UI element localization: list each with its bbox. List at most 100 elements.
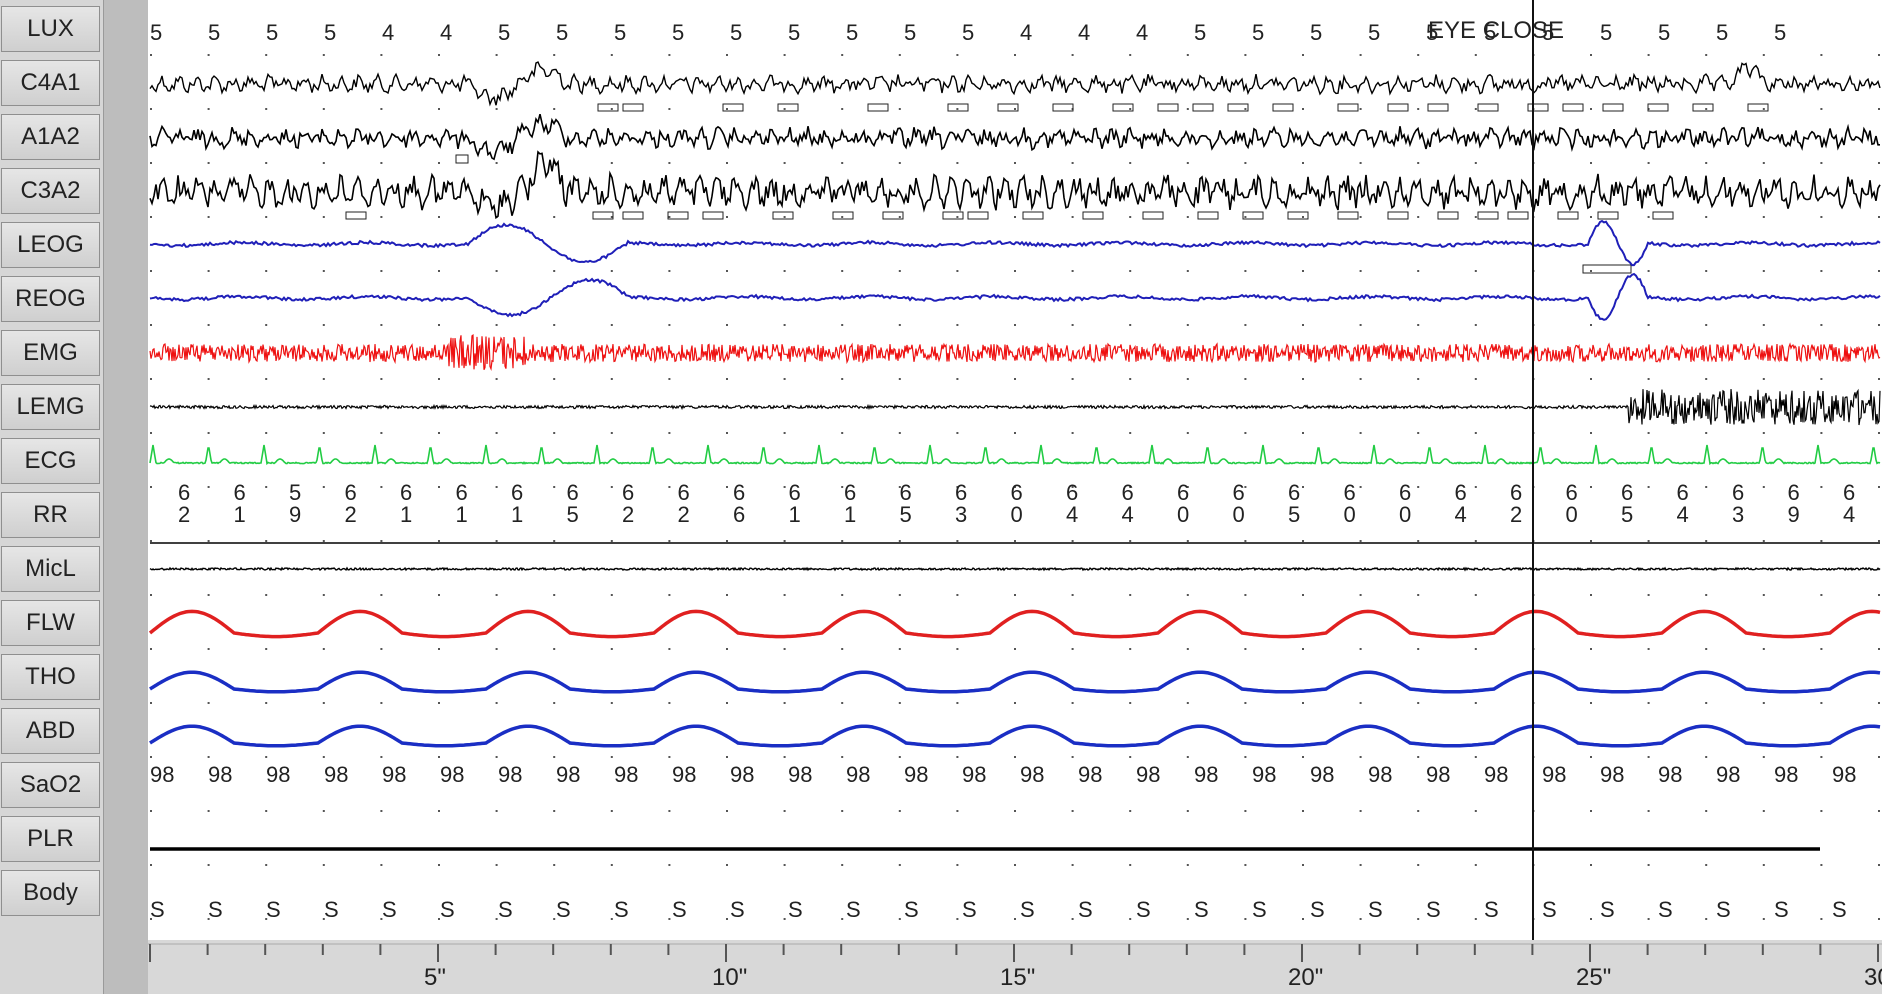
rr-value-units: 5: [1288, 502, 1300, 527]
rr-value-tens: 6: [1843, 480, 1855, 505]
sidebar-divider: [103, 0, 148, 994]
abd-trace: [149, 724, 1881, 748]
body_values-item: S: [730, 897, 745, 922]
sao2_values-item: 98: [556, 762, 580, 787]
body_values-item: S: [846, 897, 861, 922]
time-axis-label: 5": [424, 964, 446, 991]
rr-value-units: 5: [1621, 502, 1633, 527]
channel-button-body[interactable]: Body: [1, 870, 100, 916]
sao2_values-item: 98: [1426, 762, 1450, 787]
body_values-item: S: [1832, 897, 1847, 922]
rr-value-tens: 6: [345, 480, 357, 505]
channel-button-leog[interactable]: LEOG: [1, 222, 100, 268]
polysomnography-traces: 5 5 5 5 4 4 5 5 5 5 5 5 5 5 5 4 4 4 5 5 5 5 5 5 5 5 5 5 5 98 98 98 98 98 9…: [148, 0, 1882, 994]
rr-value-tens: 6: [1399, 480, 1411, 505]
rr-value-units: 0: [1233, 502, 1245, 527]
lux_values-item: 5: [1658, 20, 1670, 45]
rr-value-units: 1: [456, 502, 468, 527]
lux_values-item: 5: [1542, 20, 1554, 45]
time-axis-label: 20": [1288, 964, 1323, 991]
rr-value-tens: 6: [844, 480, 856, 505]
rr-value-tens: 6: [1288, 480, 1300, 505]
lux_values-item: 5: [1368, 20, 1380, 45]
lux_values-item: 5: [614, 20, 626, 45]
rr-value-tens: 6: [1732, 480, 1744, 505]
channel-button-sao2[interactable]: SaO2: [1, 762, 100, 808]
rr-value-tens: 6: [733, 480, 745, 505]
lux_values-item: 5: [1426, 20, 1438, 45]
signal-plot-area[interactable]: 5 5 5 5 4 4 5 5 5 5 5 5 5 5 5 4 4 4 5 5 5 5 5 5 5 5 5 5 5 98 98 98 98 98 9…: [148, 0, 1882, 994]
rr-value-units: 0: [1011, 502, 1023, 527]
lux_values-item: 4: [1136, 20, 1148, 45]
time-axis-label: 10": [712, 964, 747, 991]
sao2_values-item: 98: [150, 762, 174, 787]
sao2_values-item: 98: [904, 762, 928, 787]
rr-value-units: 4: [1122, 502, 1134, 527]
body_values-item: S: [1542, 897, 1557, 922]
sao2_values-item: 98: [382, 762, 406, 787]
rr-value-tens: 6: [511, 480, 523, 505]
rr-value-units: 2: [678, 502, 690, 527]
rr-value-units: 2: [1510, 502, 1522, 527]
channel-button-c3a2[interactable]: C3A2: [1, 168, 100, 214]
sao2_values-item: 98: [1310, 762, 1334, 787]
channel-button-micl[interactable]: MicL: [1, 546, 100, 592]
sao2_values-item: 98: [1136, 762, 1160, 787]
channel-button-lemg[interactable]: LEMG: [1, 384, 100, 430]
rr-value-units: 3: [955, 502, 967, 527]
rr-value-tens: 6: [234, 480, 246, 505]
body_values-item: S: [788, 897, 803, 922]
rr-value-tens: 6: [678, 480, 690, 505]
rr-value-tens: 6: [1122, 480, 1134, 505]
sao2_values-item: 98: [788, 762, 812, 787]
rr-value-tens: 6: [1455, 480, 1467, 505]
ecg-trace: [149, 444, 1881, 466]
channel-button-lux[interactable]: LUX: [1, 6, 100, 52]
rr-value-units: 4: [1677, 502, 1689, 527]
rr-value-tens: 6: [1566, 480, 1578, 505]
channel-button-emg[interactable]: EMG: [1, 330, 100, 376]
channel-button-c4a1[interactable]: C4A1: [1, 60, 100, 106]
body_values-item: S: [1310, 897, 1325, 922]
body_values-item: S: [1252, 897, 1267, 922]
body_values-item: S: [150, 897, 165, 922]
body_values-item: S: [208, 897, 223, 922]
lux_values-item: 5: [730, 20, 742, 45]
body_values-item: S: [672, 897, 687, 922]
body_values-item: S: [498, 897, 513, 922]
rr-value-units: 2: [345, 502, 357, 527]
sao2_values-item: 98: [1194, 762, 1218, 787]
rr-value-tens: 6: [456, 480, 468, 505]
body_values-item: S: [1658, 897, 1673, 922]
rr-value-units: 9: [289, 502, 301, 527]
rr-value-tens: 6: [567, 480, 579, 505]
rr-value-units: 5: [900, 502, 912, 527]
rr-value-tens: 6: [1510, 480, 1522, 505]
lux_values-item: 5: [150, 20, 162, 45]
channel-button-rr[interactable]: RR: [1, 492, 100, 538]
sao2_values-item: 98: [266, 762, 290, 787]
sao2_values-item: 98: [1020, 762, 1044, 787]
channel-button-abd[interactable]: ABD: [1, 708, 100, 754]
channel-button-a1a2[interactable]: A1A2: [1, 114, 100, 160]
rr-value-units: 9: [1788, 502, 1800, 527]
lux_values-item: 5: [556, 20, 568, 45]
sao2_values-item: 98: [1484, 762, 1508, 787]
lux_values-item: 5: [1310, 20, 1322, 45]
rr-value-units: 4: [1066, 502, 1078, 527]
lux_values-item: 5: [208, 20, 220, 45]
channel-button-ecg[interactable]: ECG: [1, 438, 100, 484]
sao2_values-item: 98: [440, 762, 464, 787]
lux_values-item: 5: [1774, 20, 1786, 45]
channel-button-reog[interactable]: REOG: [1, 276, 100, 322]
body_values-item: S: [1020, 897, 1035, 922]
channel-button-flw[interactable]: FLW: [1, 600, 100, 646]
channel-button-tho[interactable]: THO: [1, 654, 100, 700]
channel-button-plr[interactable]: PLR: [1, 816, 100, 862]
lux_values-item: 5: [498, 20, 510, 45]
rr-value-units: 1: [844, 502, 856, 527]
body_values-item: S: [1368, 897, 1383, 922]
lux_values-item: 5: [672, 20, 684, 45]
rr-value-units: 2: [178, 502, 190, 527]
sao2_values-item: 98: [1542, 762, 1566, 787]
